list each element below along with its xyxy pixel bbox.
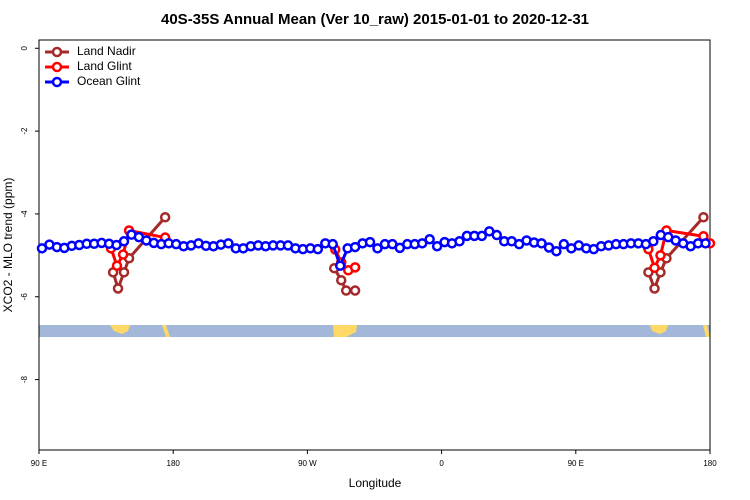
data-point — [312, 243, 324, 255]
data-point — [118, 236, 130, 247]
data-point — [223, 238, 234, 249]
data-point — [112, 283, 124, 294]
data-point — [649, 283, 660, 294]
legend-label: Ocean Glint — [77, 74, 141, 88]
data-point — [340, 285, 352, 296]
legend-marker — [51, 76, 63, 88]
x-axis-label: Longitude — [349, 476, 402, 490]
y-tick-label: 0 — [20, 46, 29, 51]
data-point — [118, 267, 130, 278]
data-point — [558, 238, 570, 250]
data-point — [700, 238, 711, 249]
land — [650, 325, 668, 334]
data-point — [117, 249, 129, 260]
data-point — [655, 250, 666, 261]
data-point — [649, 262, 660, 274]
data-point — [327, 238, 338, 250]
data-point — [349, 262, 361, 273]
x-tick-label: 90 E — [31, 459, 47, 468]
chart-title: 40S-35S Annual Mean (Ver 10_raw) 2015-01… — [161, 11, 589, 28]
data-point — [476, 230, 488, 242]
y-tick-label: -6 — [20, 293, 29, 301]
data-point — [698, 212, 709, 223]
data-point — [349, 285, 361, 296]
data-point — [416, 238, 428, 249]
x-tick-label: 0 — [439, 459, 444, 468]
data-point — [159, 212, 171, 223]
ocean-strip — [39, 325, 710, 337]
data-point — [334, 260, 346, 271]
data-point — [364, 236, 376, 248]
land — [162, 325, 170, 337]
series-line — [109, 228, 712, 273]
data-point — [111, 260, 123, 271]
x-tick-label: 180 — [703, 459, 717, 468]
legend-label: Land Nadir — [77, 44, 136, 58]
data-point — [372, 243, 383, 254]
x-tick-label: 180 — [167, 459, 181, 468]
data-point — [491, 229, 503, 241]
data-point — [648, 236, 659, 247]
y-tick-label: -2 — [20, 127, 29, 135]
series-line — [111, 216, 705, 294]
x-tick-label: 90 E — [568, 459, 584, 468]
data-point — [454, 236, 465, 247]
y-tick-label: -4 — [20, 210, 29, 218]
x-tick-label: 90 W — [298, 459, 317, 468]
data-point — [335, 274, 347, 286]
data-point — [536, 238, 547, 249]
data-point — [431, 240, 443, 252]
land — [110, 325, 130, 334]
land — [333, 325, 357, 337]
y-tick-label: -8 — [20, 375, 29, 383]
y-axis-label: XCO2 - MLO trend (ppm) — [1, 178, 15, 313]
land — [703, 325, 710, 337]
data-point — [551, 245, 562, 257]
map-strip — [39, 325, 710, 337]
legend-marker — [51, 46, 63, 58]
data-point — [424, 233, 435, 245]
legend-label: Land Glint — [77, 59, 132, 73]
legend-marker — [51, 61, 63, 73]
